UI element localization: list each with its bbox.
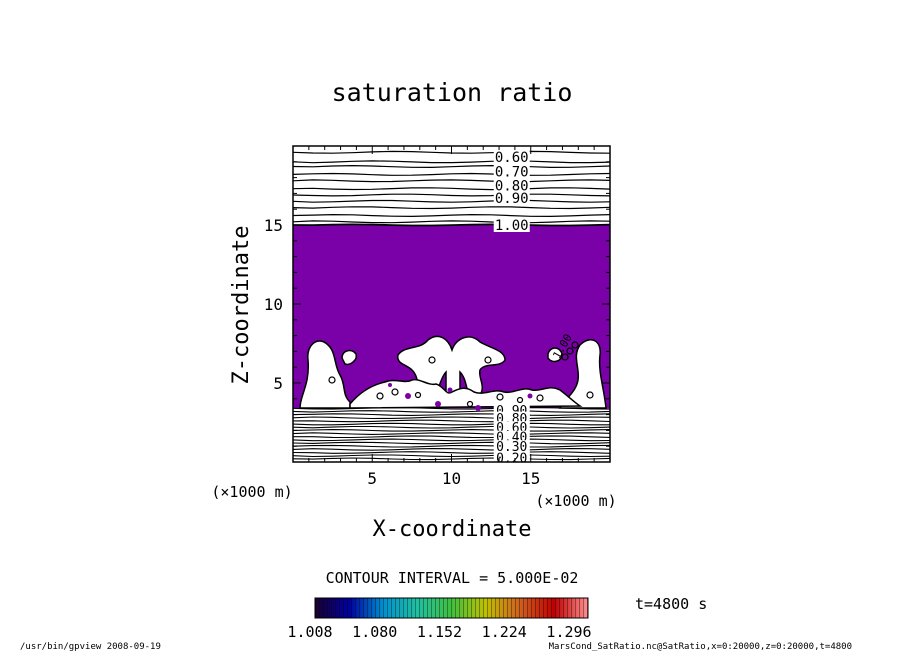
contour-label: 0.60 [495,150,529,166]
contour-label: 0.80 [495,179,529,195]
x-tick-labels: 5 10 15 [367,469,540,488]
colorbar-tick-labels: 1.008 1.080 1.152 1.224 1.296 [287,623,591,641]
contour-label: 0.70 [495,164,529,180]
colorbar-tick-label: 1.008 [287,623,332,641]
cloud-blob-small-right [547,347,563,363]
lower-contour-line [292,422,610,426]
lower-contour-line [292,441,611,445]
lower-contour-line [293,435,611,439]
contour-label-bg [493,421,530,434]
upper-contour-line [292,206,611,210]
lower-contour-line [292,410,611,413]
cloud-blobs [299,335,607,411]
upper-contour-line [292,193,611,197]
lower-contour-lines [292,406,611,461]
cloud-blob-small-left [341,349,358,366]
saturation-top-line [292,223,611,227]
footer-right: MarsCond_SatRatio.nc@SatRatio,x=0:20000,… [548,642,852,652]
footer-left: /usr/bin/gpview 2008-09-19 [20,642,161,652]
contour-label-bg [493,430,530,443]
contour-label: 1.00 [495,218,529,234]
colorbar-tick-label: 1.296 [546,623,591,641]
y-axis-label: Z-coordinate [229,226,254,385]
lower-contour-line [292,419,611,423]
contour-label-bg [493,150,530,165]
x-axis-label: X-coordinate [373,517,532,542]
x-tick-label: 15 [521,469,540,488]
contour-label: 0.20 [496,451,527,466]
contour-label-bg [493,451,530,464]
colorbar: 1.008 1.080 1.152 1.224 1.296 [287,597,592,641]
lower-contour-line [292,416,611,420]
x-tick-label: 10 [442,469,461,488]
upper-contour-line [292,179,611,183]
z-tick-label: 15 [264,216,283,235]
upper-contour-line [292,172,611,176]
x-tick-label: 5 [367,469,377,488]
contour-label-bg [493,178,530,193]
upper-contour-line [292,220,611,224]
plot-area: 0.600.700.800.901.00 0.900.800.600.400.3… [292,145,611,466]
upper-contour-line [292,199,611,203]
lower-contour-line [292,448,611,451]
axis-ticks [293,146,610,462]
contour-label-bg [493,218,530,232]
colorbar-tick-label: 1.152 [417,623,462,641]
colorbar-tick-label: 1.080 [352,623,397,641]
lower-contour-line [292,444,611,448]
upper-contour-line [292,213,611,218]
chart-title: saturation ratio [332,78,573,107]
lower-contour-line [292,406,611,410]
lower-contour-line [292,438,611,442]
lower-contour-line [292,451,611,454]
z-tick-labels: 5 10 15 [264,216,283,393]
x-unit-label: (×1000 m) [535,492,616,510]
contour-label-bg [493,164,530,179]
colorbar-tick-label: 1.224 [482,623,527,641]
lower-contour-line [292,425,611,429]
lower-contour-line [292,432,611,435]
contour-label-bg [493,191,530,206]
lower-contour-line [292,413,611,416]
cloud-contour-circles [328,341,594,408]
colorbar-stripes [315,598,588,618]
z-tick-label: 10 [264,295,283,314]
contour-interval: CONTOUR INTERVAL = 5.000E-02 [326,569,579,587]
time-label: t=4800 s [635,595,707,613]
cloud-purple-specks [388,383,533,411]
lower-contour-line [292,429,611,432]
colorbar-frame [314,597,589,619]
z-tick-label: 5 [273,374,283,393]
contour-label-bg [493,411,530,424]
upper-contour-lines [292,150,611,227]
upper-contour-line [292,187,611,191]
upper-contour-labels: 0.600.700.800.90 1.00 [493,150,530,234]
cloud-blob-right [558,339,607,409]
contour-label-bg [493,440,530,453]
cloud-blob-left [299,340,351,409]
contour-label: 0.90 [495,191,529,207]
upper-contour-line [292,164,611,169]
z-unit-label: (×1000 m) [211,483,292,501]
upper-contour-line [292,160,611,164]
